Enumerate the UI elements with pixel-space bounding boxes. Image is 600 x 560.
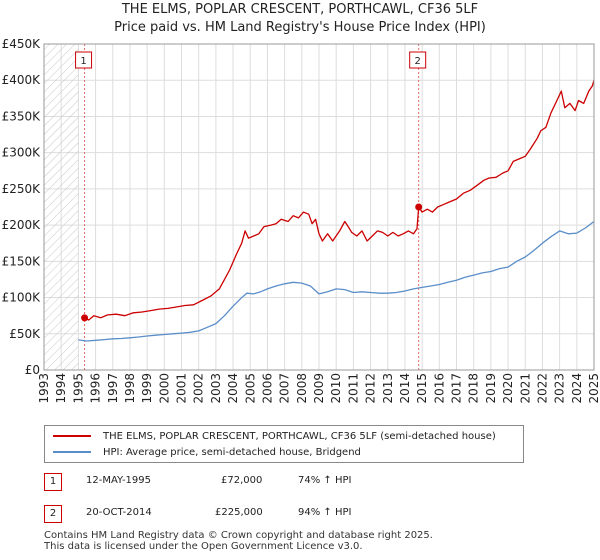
y-tick-label: £400K <box>2 73 42 87</box>
sale-hpi: 74% ↑ HPI <box>298 475 352 486</box>
x-tick-label: 2003 <box>209 373 223 404</box>
table-row: 1 12-MAY-1995 £72,000 74% ↑ HPI <box>44 473 564 495</box>
x-tick-label: 2021 <box>518 373 532 404</box>
chart-title: THE ELMS, POPLAR CRESCENT, PORTHCAWL, CF… <box>121 2 479 17</box>
sale-label-box <box>75 51 93 69</box>
y-tick-label: £350K <box>2 109 42 123</box>
x-tick-label: 2000 <box>157 373 171 404</box>
x-tick-label: 2002 <box>192 373 206 404</box>
sale-point <box>415 203 423 211</box>
x-tick-label: 2015 <box>415 373 429 404</box>
x-tick-label: 2012 <box>364 373 378 404</box>
x-tick-label: 2005 <box>243 373 257 404</box>
sale-label-text: 2 <box>415 56 421 67</box>
sale-point <box>81 314 89 322</box>
x-tick-label: 2001 <box>175 373 189 404</box>
x-tick-label: 1998 <box>123 373 137 404</box>
x-tick-label: 2025 <box>587 373 600 404</box>
y-tick-label: £50K <box>9 327 41 341</box>
footer: Contains HM Land Registry data © Crown c… <box>44 530 433 552</box>
sale-price: £225,000 <box>215 507 263 518</box>
legend: THE ELMS, POPLAR CRESCENT, PORTHCAWL, CF… <box>44 425 524 463</box>
legend-label-property: THE ELMS, POPLAR CRESCENT, PORTHCAWL, CF… <box>103 430 496 442</box>
x-tick-label: 2011 <box>346 373 360 404</box>
y-tick-label: £100K <box>2 291 42 305</box>
legend-swatch-property <box>53 435 91 437</box>
sale-hpi: 94% ↑ HPI <box>298 507 352 518</box>
plot-frame <box>43 43 595 371</box>
sale-label-text: 1 <box>80 56 86 67</box>
footer-copyright: Contains HM Land Registry data © Crown c… <box>44 530 433 541</box>
y-tick-label: £450K <box>2 37 42 51</box>
x-tick-label: 2024 <box>570 373 584 404</box>
y-tick-label: £200K <box>2 218 42 232</box>
y-tick-label: £300K <box>2 146 42 160</box>
footer-licence: This data is licensed under the Open Gov… <box>44 541 363 552</box>
legend-item-property: THE ELMS, POPLAR CRESCENT, PORTHCAWL, CF… <box>53 429 496 443</box>
y-tick-label: £250K <box>2 182 42 196</box>
x-tick-label: 2008 <box>295 373 309 404</box>
sale-badge: 2 <box>44 505 62 523</box>
legend-swatch-hpi <box>53 451 91 453</box>
x-tick-label: 2016 <box>432 373 446 404</box>
legend-item-hpi: HPI: Average price, semi-detached house,… <box>53 445 361 459</box>
x-tick-label: 2023 <box>553 373 567 404</box>
x-tick-label: 1993 <box>37 373 51 404</box>
x-tick-label: 1997 <box>106 373 120 404</box>
x-tick-label: 2018 <box>467 373 481 404</box>
table-row: 2 20-OCT-2014 £225,000 94% ↑ HPI <box>44 505 564 527</box>
x-tick-label: 1996 <box>89 373 103 404</box>
x-tick-label: 2020 <box>501 373 515 404</box>
hpi-line <box>78 220 595 342</box>
x-tick-label: 2017 <box>450 373 464 404</box>
sale-date: 20-OCT-2014 <box>86 507 152 518</box>
sale-label-box <box>409 51 427 69</box>
x-tick-label: 1994 <box>54 373 68 404</box>
x-tick-label: 2019 <box>484 373 498 404</box>
x-tick-label: 2014 <box>398 373 412 404</box>
y-tick-label: £0 <box>25 363 40 377</box>
property-price-line <box>84 80 595 321</box>
x-tick-label: 2009 <box>312 373 326 404</box>
legend-label-hpi: HPI: Average price, semi-detached house,… <box>103 446 361 458</box>
y-tick-label: £150K <box>2 254 42 268</box>
x-tick-label: 2006 <box>260 373 274 404</box>
sale-date: 12-MAY-1995 <box>86 475 152 486</box>
x-tick-label: 1995 <box>71 373 85 404</box>
x-tick-label: 2013 <box>381 373 395 404</box>
x-tick-label: 1999 <box>140 373 154 404</box>
x-tick-label: 2004 <box>226 373 240 404</box>
x-tick-label: 2010 <box>329 373 343 404</box>
sale-price: £72,000 <box>221 475 263 486</box>
x-tick-label: 2022 <box>535 373 549 404</box>
sale-badge: 1 <box>44 473 62 491</box>
chart-subtitle: Price paid vs. HM Land Registry's House … <box>114 20 486 35</box>
x-tick-label: 2007 <box>278 373 292 404</box>
pre-data-hatch <box>44 44 79 370</box>
price-chart: 1 2 £0 £50K £100K £150K £200K £250K £300K £350K £… <box>2 37 600 404</box>
